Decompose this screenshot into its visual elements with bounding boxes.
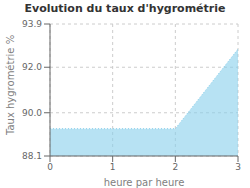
html-text:Evolution du taux d'hygrométri: Evolution du taux d'hygrométrie (24, 2, 226, 15)
svg-text:90.0: 90.0 (22, 108, 42, 118)
svg-text:heure par heure: heure par heure (104, 177, 185, 188)
svg-text:0: 0 (47, 162, 53, 172)
svg-text:88.1: 88.1 (22, 151, 42, 161)
svg-text:93.9: 93.9 (22, 19, 42, 29)
svg-text:2: 2 (172, 162, 178, 172)
svg-text:92.0: 92.0 (22, 62, 42, 72)
svg-text:Taux hygrométrie %: Taux hygrométrie % (8, 35, 16, 136)
svg-text:3: 3 (235, 162, 241, 172)
svg-text:1: 1 (110, 162, 116, 172)
